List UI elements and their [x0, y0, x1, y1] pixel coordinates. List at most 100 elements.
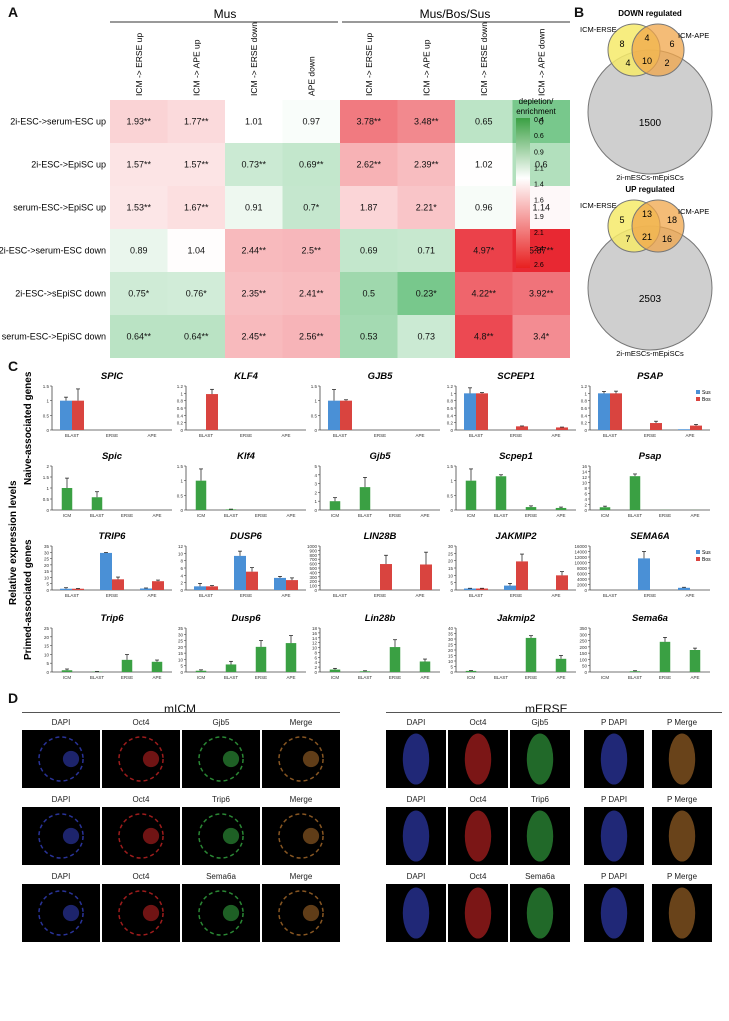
bar-chart-tick-label: 15	[44, 644, 50, 649]
bar	[629, 476, 641, 510]
bar-chart-tick-label: 12	[312, 641, 318, 646]
micro-right-label: P DAPI	[600, 872, 628, 881]
micro-left-image	[182, 807, 260, 865]
bar-chart-category-label: ERSE	[121, 513, 133, 518]
bar	[380, 564, 392, 590]
venn-count-a-only: 5	[619, 215, 624, 225]
bar-chart-tick-label: 0.5	[43, 497, 50, 502]
heatmap-cell	[397, 272, 455, 315]
bar-chart-tick-label: 0	[450, 588, 453, 593]
bar-chart-tick-label: 0.8	[177, 399, 184, 404]
bar-chart-category-label: APE	[556, 675, 565, 680]
bar-chart-tick-label: 2	[584, 503, 587, 508]
heatmap-row-label: serum-ESC->EpiSC down	[2, 332, 106, 342]
bar	[420, 564, 432, 590]
heatmap-cell	[110, 229, 168, 272]
bar-chart-tick-label: 0	[314, 508, 317, 513]
heatmap-row-label: 2i-ESC->serum-ESC down	[0, 246, 106, 256]
micro-right-label: DAPI	[406, 872, 426, 881]
heatmap-legend-tick: 1.4	[534, 182, 544, 189]
heatmap-legend-tick: 2.6	[534, 262, 544, 269]
micro-right-image	[448, 884, 508, 942]
bar-chart-category-label: BLAST	[65, 593, 80, 598]
bar-chart-tick-label: 10	[448, 573, 454, 578]
heatmap-cell-label: 1.02	[475, 160, 493, 170]
bar-chart-category-label: ICM	[197, 513, 206, 518]
bar-chart-category-label: BLAST	[90, 513, 105, 518]
bar-chart-title: Psap	[639, 451, 662, 462]
heatmap-cell	[110, 100, 168, 143]
bar	[555, 507, 567, 510]
bar-chart-category-label: ERSE	[106, 593, 118, 598]
bar-chart-tick-label: 10	[312, 646, 318, 651]
panel-c-ylabel: Relative expression levels	[8, 480, 19, 605]
heatmap-cell-label: 1.87	[360, 203, 378, 213]
bar	[60, 400, 72, 430]
bar-chart-title: SCPEP1	[497, 371, 535, 382]
bar-chart-category-label: APE	[556, 513, 565, 518]
bar	[525, 507, 537, 510]
bar-chart-tick-label: 10	[44, 575, 50, 580]
heatmap-cell	[340, 229, 398, 272]
heatmap-column-label: ICM -> ERSE down	[479, 22, 489, 96]
micro-right-label: Oct4	[469, 795, 487, 804]
venn-count-c-only: 1500	[639, 118, 662, 129]
bar	[255, 646, 267, 672]
heatmap-cell	[167, 186, 225, 229]
bar-chart-tick-label: 0	[46, 588, 49, 593]
bar	[206, 586, 218, 590]
panel-letter-a: A	[8, 4, 19, 20]
micrograph-graphic	[278, 736, 324, 782]
bar	[72, 400, 84, 430]
venn-label-b: ICM-APE	[678, 31, 709, 40]
heatmap-cell-label: 0.5	[362, 289, 375, 299]
bar-chart-tick-label: 16	[582, 464, 588, 469]
bar-chart-tick-label: 1.5	[447, 464, 454, 469]
micrograph-graphic	[278, 813, 324, 859]
heatmap-cell	[167, 229, 225, 272]
bar	[140, 588, 152, 590]
bar-chart-title: Trip6	[100, 613, 124, 624]
micro-left-image	[22, 730, 100, 788]
heatmap-cell-label: 0.53	[360, 332, 378, 342]
bar-chart-tick-label: 12	[582, 475, 588, 480]
bar-chart-title: DUSP6	[230, 531, 262, 542]
bar-chart-tick-label: 0	[314, 588, 317, 593]
heatmap-cell	[110, 315, 168, 358]
bar-chart-tick-label: 0	[180, 670, 183, 675]
bar-chart-category-label: BLAST	[494, 513, 509, 518]
bar-chart-tick-label: 3	[314, 482, 317, 487]
heatmap-cell	[397, 315, 455, 358]
bar-chart-tick-label: 4	[314, 473, 317, 478]
micrograph-graphic	[526, 810, 554, 862]
bar-chart-tick-label: 0	[180, 428, 183, 433]
heatmap-cell	[167, 143, 225, 186]
micrograph-graphic	[668, 733, 696, 785]
heatmap-cell	[512, 315, 570, 358]
bar-chart-tick-label: 10	[448, 659, 454, 664]
heatmap-cell-label: 0.91	[245, 203, 263, 213]
micrograph-graphic	[38, 813, 84, 859]
heatmap-cell-label: 1.77**	[184, 117, 209, 127]
venn-label-a: ICM-ERSE	[580, 201, 617, 210]
bar-chart-tick-label: 0.5	[43, 413, 50, 418]
bar-chart-tick-label: 10	[44, 652, 50, 657]
bar-chart-category-label: ICM	[467, 675, 476, 680]
heatmap-cell	[340, 143, 398, 186]
bar-chart-tick-label: 1	[314, 399, 317, 404]
bar-chart-title: Dusp6	[231, 613, 261, 624]
heatmap-cell	[282, 100, 340, 143]
bar-chart-tick-label: 350	[579, 626, 587, 631]
heatmap-cell-label: 2.56**	[299, 332, 324, 342]
heatmap-cell	[225, 100, 283, 143]
bar-chart-tick-label: 0	[46, 670, 49, 675]
heatmap-cell-label: 3.4*	[533, 332, 550, 342]
venn-count-a-only: 8	[619, 39, 624, 49]
micro-right-label: P Merge	[666, 872, 698, 881]
micro-left-label: DAPI	[51, 718, 71, 727]
heatmap-column-label: ICM -> ERSE down	[249, 22, 259, 96]
bar-chart-tick-label: 1.5	[177, 464, 184, 469]
legend-label-bos: Bos	[702, 557, 711, 563]
venn-count-b-only: 6	[669, 39, 674, 49]
bar-chart-category-label: ERSE	[389, 675, 401, 680]
